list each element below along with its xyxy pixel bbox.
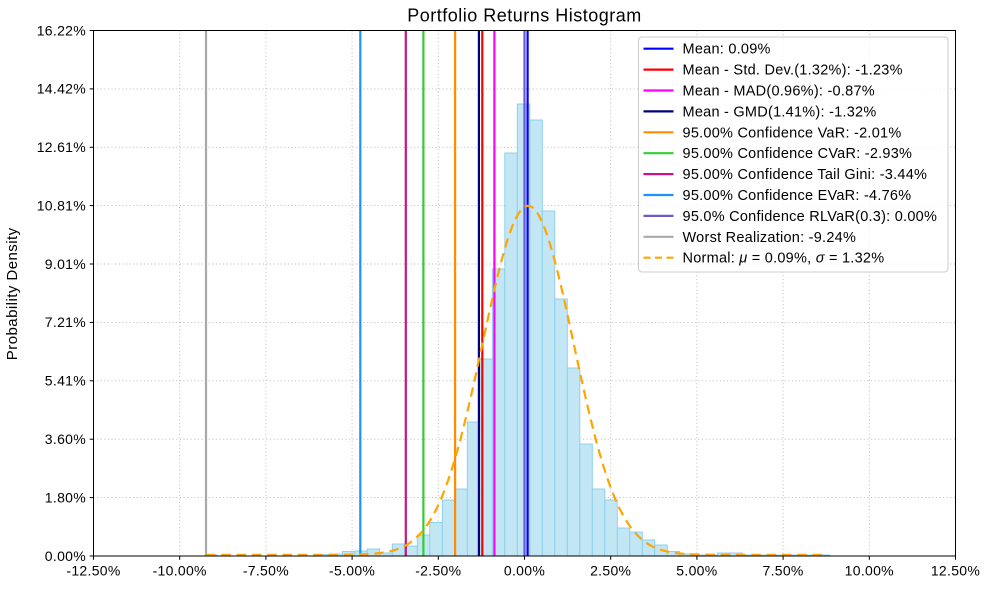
svg-text:9.01%: 9.01%: [45, 256, 86, 272]
svg-text:10.00%: 10.00%: [845, 563, 894, 579]
svg-text:95.0% Confidence RLVaR(0.3): 0: 95.0% Confidence RLVaR(0.3): 0.00%: [683, 209, 938, 225]
svg-text:Normal: μ = 0.09%, σ = 1.32%: Normal: μ = 0.09%, σ = 1.32%: [683, 251, 885, 267]
svg-text:10.81%: 10.81%: [37, 197, 86, 213]
svg-text:95.00% Confidence CVaR: -2.93%: 95.00% Confidence CVaR: -2.93%: [683, 146, 913, 162]
svg-text:Mean - Std. Dev.(1.32%): -1.23: Mean - Std. Dev.(1.32%): -1.23%: [683, 63, 903, 79]
svg-text:95.00% Confidence Tail Gini: -: 95.00% Confidence Tail Gini: -3.44%: [683, 167, 928, 183]
svg-text:7.21%: 7.21%: [45, 314, 86, 330]
svg-text:0.00%: 0.00%: [45, 548, 86, 564]
svg-text:95.00% Confidence EVaR: -4.76%: 95.00% Confidence EVaR: -4.76%: [683, 188, 912, 204]
svg-text:-12.50%: -12.50%: [66, 563, 120, 579]
svg-text:95.00% Confidence VaR: -2.01%: 95.00% Confidence VaR: -2.01%: [683, 125, 902, 141]
svg-text:2.50%: 2.50%: [590, 563, 631, 579]
svg-text:-2.50%: -2.50%: [415, 563, 461, 579]
svg-text:14.42%: 14.42%: [37, 81, 86, 97]
svg-text:7.50%: 7.50%: [762, 563, 803, 579]
svg-text:Mean - MAD(0.96%): -0.87%: Mean - MAD(0.96%): -0.87%: [683, 84, 875, 100]
svg-text:12.50%: 12.50%: [931, 563, 980, 579]
svg-text:5.41%: 5.41%: [45, 373, 86, 389]
svg-text:-7.50%: -7.50%: [243, 563, 289, 579]
svg-text:12.61%: 12.61%: [37, 139, 86, 155]
svg-text:-5.00%: -5.00%: [329, 563, 375, 579]
svg-text:Probability Density: Probability Density: [4, 227, 21, 360]
svg-text:5.00%: 5.00%: [676, 563, 717, 579]
svg-text:3.60%: 3.60%: [45, 431, 86, 447]
svg-text:Worst Realization: -9.24%: Worst Realization: -9.24%: [683, 230, 857, 246]
svg-text:1.80%: 1.80%: [45, 489, 86, 505]
svg-text:0.00%: 0.00%: [504, 563, 545, 579]
svg-text:16.22%: 16.22%: [37, 22, 86, 38]
svg-text:Mean: 0.09%: Mean: 0.09%: [683, 42, 771, 58]
svg-text:Portfolio Returns Histogram: Portfolio Returns Histogram: [407, 6, 642, 26]
svg-text:-10.00%: -10.00%: [153, 563, 207, 579]
svg-text:Mean - GMD(1.41%): -1.32%: Mean - GMD(1.41%): -1.32%: [683, 104, 877, 120]
